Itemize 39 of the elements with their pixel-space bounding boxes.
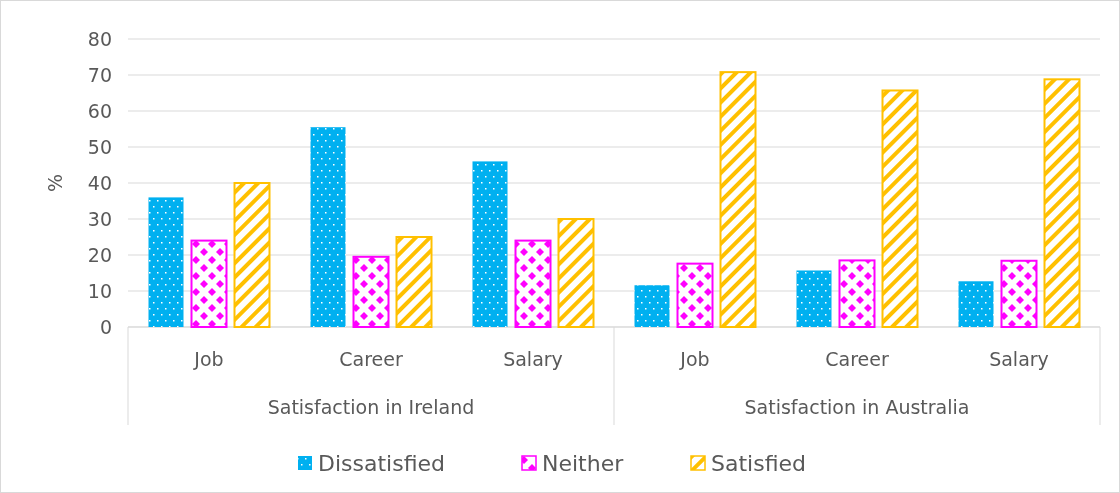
y-tick-label: 50 <box>87 135 112 158</box>
bar <box>190 239 228 328</box>
x-tick-label: Career <box>825 348 889 370</box>
legend-label: Dissatisfied <box>318 450 446 476</box>
bar <box>634 285 670 327</box>
bar <box>310 127 346 327</box>
bar <box>958 281 994 327</box>
x-tick-label: Salary <box>503 348 563 370</box>
y-tick-label: 60 <box>87 99 112 122</box>
bar <box>148 197 184 327</box>
y-tick-label: 30 <box>87 207 112 230</box>
text: Satisfaction in Australia <box>744 396 970 418</box>
bar <box>472 161 508 327</box>
y-tick-label: 40 <box>87 171 112 194</box>
bar <box>676 262 714 328</box>
bar <box>1043 78 1081 328</box>
bar <box>719 71 757 328</box>
y-tick-label: 80 <box>87 27 112 50</box>
text: Satisfaction in Ireland <box>267 396 475 418</box>
y-tick-label: 0 <box>99 315 112 338</box>
bar <box>395 236 433 328</box>
bar <box>881 89 919 328</box>
x-tick-label: Job <box>193 348 224 370</box>
x-tick-label: Career <box>339 348 403 370</box>
y-tick-label: 10 <box>87 279 112 302</box>
bar <box>1000 259 1038 328</box>
x-tick-label: Salary <box>989 348 1049 370</box>
y-tick-label: 70 <box>87 63 112 86</box>
y-tick-label: 20 <box>87 243 112 266</box>
bar <box>796 270 832 327</box>
legend-label: Satisfied <box>711 450 807 476</box>
legend-label: Neither <box>542 450 625 476</box>
bar <box>233 182 271 328</box>
y-axis-title: % <box>44 173 66 193</box>
bar <box>352 255 390 328</box>
x-tick-label: Job <box>679 348 710 370</box>
bar <box>557 218 595 328</box>
bar <box>838 259 876 328</box>
bar <box>514 239 552 328</box>
